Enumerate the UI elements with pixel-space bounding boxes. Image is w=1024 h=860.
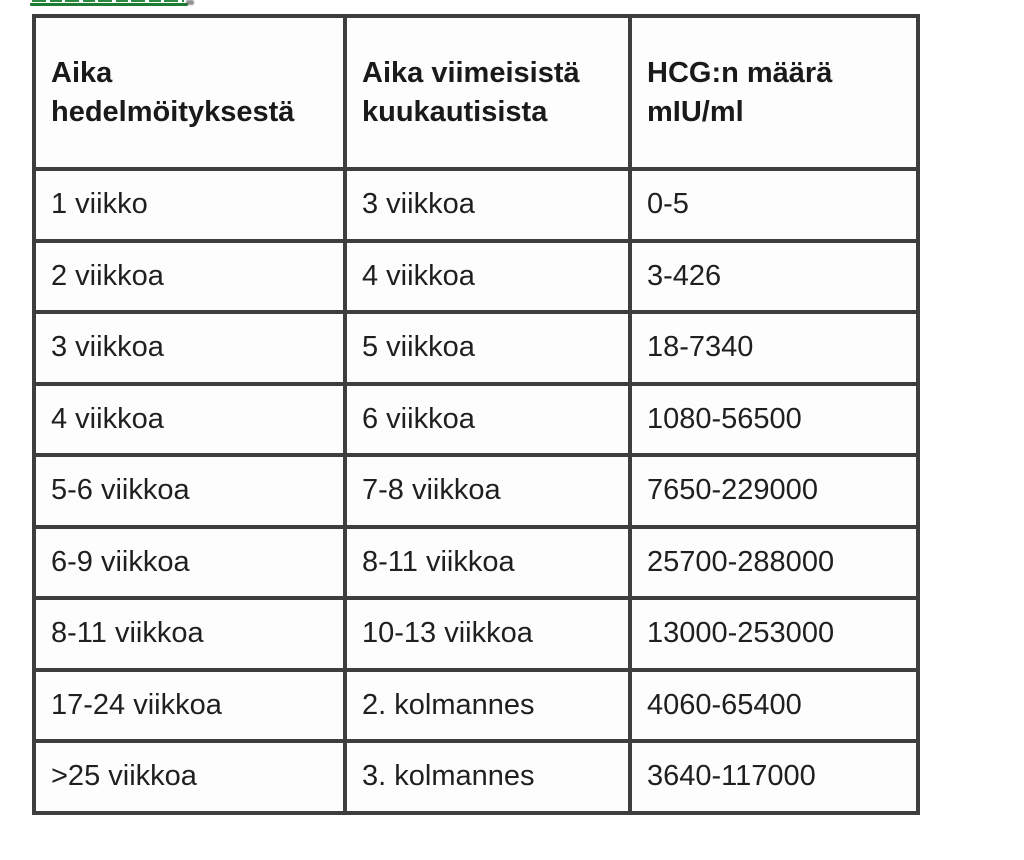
table-row: 6-9 viikkoa 8-11 viikkoa 25700-288000 [34,526,918,598]
hcg-levels-table: Aika hedelmöityksestä Aika viimeisistä k… [32,14,920,815]
table-cell: 10-13 viikkoa [345,598,630,670]
table-cell: 7650-229000 [630,455,918,527]
table-row: 1 viikko 3 viikkoa 0-5 [34,169,918,241]
clipped-text-fragment [186,0,194,5]
table-cell: 3 viikkoa [345,169,630,241]
table-cell: 5-6 viikkoa [34,455,345,527]
column-header-time-from-last-period: Aika viimeisistä kuukautisista [345,16,630,169]
table-cell: 25700-288000 [630,526,918,598]
table-cell: 8-11 viikkoa [34,598,345,670]
table-cell: 2 viikkoa [34,240,345,312]
table-cell: 8-11 viikkoa [345,526,630,598]
table-cell: 17-24 viikkoa [34,669,345,741]
table-cell: 6-9 viikkoa [34,526,345,598]
table-row: >25 viikkoa 3. kolmannes 3640-117000 [34,741,918,813]
table-cell: 5 viikkoa [345,312,630,384]
table-cell: 3. kolmannes [345,741,630,813]
table-cell: 4 viikkoa [345,240,630,312]
column-header-hcg-amount: HCG:n määrä mIU/ml [630,16,918,169]
table-row: 3 viikkoa 5 viikkoa 18-7340 [34,312,918,384]
clipped-link-underline [30,3,188,6]
table-cell: 2. kolmannes [345,669,630,741]
table-cell: 13000-253000 [630,598,918,670]
table-cell: 3-426 [630,240,918,312]
table-cell: 4060-65400 [630,669,918,741]
table-cell: 4 viikkoa [34,383,345,455]
table-cell: >25 viikkoa [34,741,345,813]
table-cell: 7-8 viikkoa [345,455,630,527]
table-cell: 1080-56500 [630,383,918,455]
column-header-time-from-fertilization: Aika hedelmöityksestä [34,16,345,169]
table-header-row: Aika hedelmöityksestä Aika viimeisistä k… [34,16,918,169]
clipped-link-letter-bottoms [32,0,184,2]
table-cell: 0-5 [630,169,918,241]
table-row: 17-24 viikkoa 2. kolmannes 4060-65400 [34,669,918,741]
table-row: 4 viikkoa 6 viikkoa 1080-56500 [34,383,918,455]
table-cell: 18-7340 [630,312,918,384]
table-cell: 1 viikko [34,169,345,241]
table-row: 8-11 viikkoa 10-13 viikkoa 13000-253000 [34,598,918,670]
clipped-green-link[interactable] [30,0,188,6]
table-row: 5-6 viikkoa 7-8 viikkoa 7650-229000 [34,455,918,527]
table-cell: 6 viikkoa [345,383,630,455]
table-cell: 3 viikkoa [34,312,345,384]
table-row: 2 viikkoa 4 viikkoa 3-426 [34,240,918,312]
table-cell: 3640-117000 [630,741,918,813]
